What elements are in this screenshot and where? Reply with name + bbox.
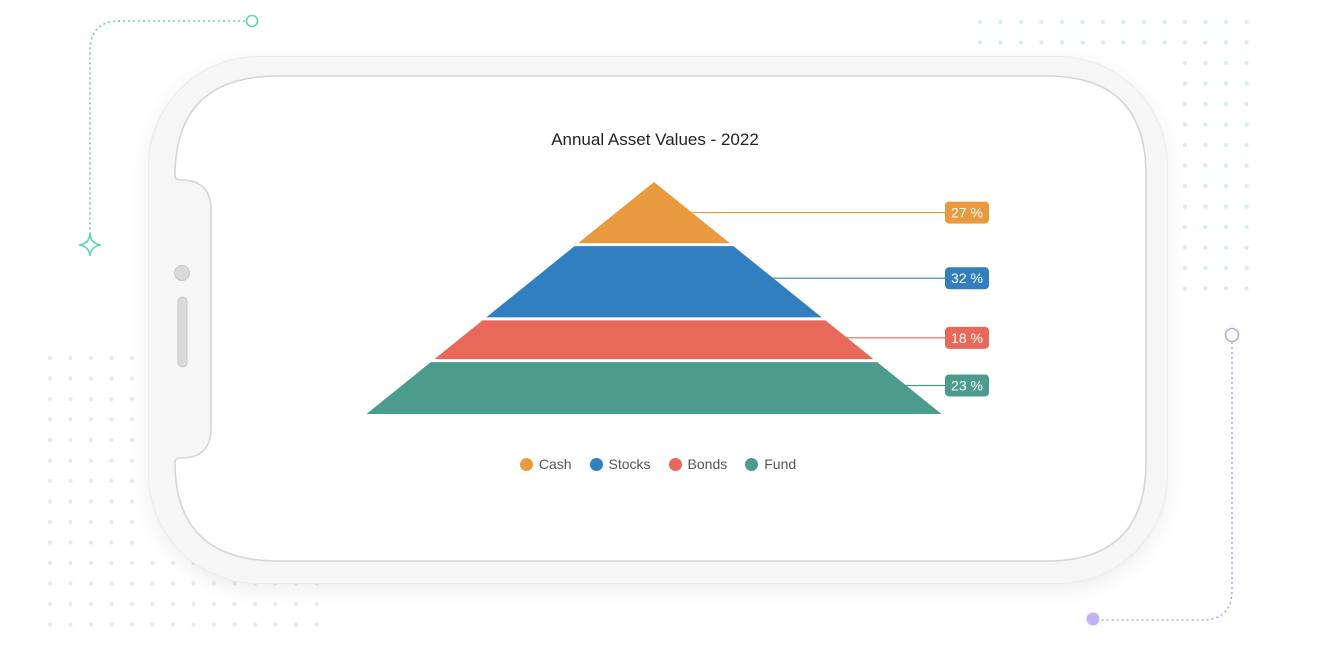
legend-item-stocks[interactable]: Stocks <box>589 456 651 472</box>
pyramid-segment-bonds[interactable] <box>434 320 874 360</box>
data-label-bonds: 18 % <box>951 330 983 346</box>
legend-marker-icon <box>589 457 603 471</box>
legend-marker-icon <box>745 457 759 471</box>
data-label-stocks: 32 % <box>951 270 983 286</box>
data-label-box-fund <box>945 374 989 397</box>
circle-node-icon <box>1224 327 1240 343</box>
volume-slider-icon[interactable] <box>177 296 188 368</box>
chart-title: Annual Asset Values - 2022 <box>551 130 759 149</box>
data-label-box-stocks <box>945 267 989 290</box>
pyramid-segment-stocks[interactable] <box>486 246 822 318</box>
pyramid-segment-cash[interactable] <box>578 182 730 244</box>
pyramid-segment-fund[interactable] <box>366 362 942 414</box>
legend-item-fund[interactable]: Fund <box>745 456 796 472</box>
data-label-cash: 27 % <box>951 205 983 221</box>
legend-marker-icon <box>668 457 682 471</box>
sparkle-icon <box>78 233 102 257</box>
chart-legend: Cash Stocks Bonds Fund <box>0 456 1316 472</box>
legend-item-bonds[interactable]: Bonds <box>668 456 728 472</box>
legend-label: Stocks <box>608 456 651 472</box>
data-label-box-bonds <box>945 326 989 349</box>
circle-node-icon <box>245 14 259 28</box>
data-label-fund: 23 % <box>951 377 983 393</box>
legend-label: Cash <box>538 456 572 472</box>
legend-label: Fund <box>764 456 797 472</box>
legend-item-cash[interactable]: Cash <box>519 456 572 472</box>
data-label-box-cash <box>945 201 989 224</box>
legend-label: Bonds <box>687 456 728 472</box>
legend-marker-icon <box>519 457 533 471</box>
home-button-icon[interactable] <box>174 265 190 281</box>
circle-dot-icon <box>1086 612 1100 626</box>
